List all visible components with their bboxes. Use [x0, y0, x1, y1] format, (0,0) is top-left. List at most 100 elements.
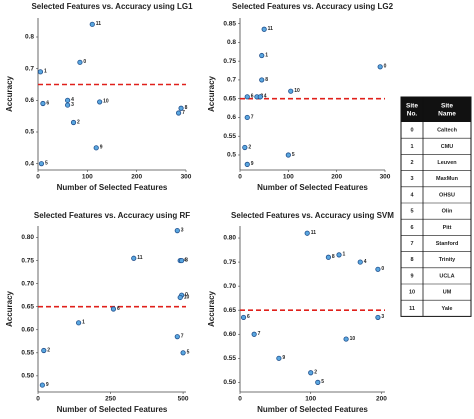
site-name: MaxMun [436, 176, 459, 182]
point-label: 8 [265, 77, 268, 83]
site-name: UM [443, 290, 452, 296]
site-name: Leuven [437, 160, 457, 166]
point [176, 110, 182, 116]
y-axis-label: Accuracy [5, 75, 14, 112]
point-label: 0 [381, 266, 384, 272]
x-tick-label: 200 [131, 174, 142, 181]
x-tick-label: 0 [36, 174, 40, 181]
y-tick-label: 0.5 [25, 129, 34, 136]
x-tick-label: 200 [376, 396, 387, 403]
point [77, 59, 83, 65]
point [304, 230, 310, 236]
point [257, 94, 263, 100]
table-header: Site Name [438, 102, 456, 117]
site-number: 8 [410, 257, 413, 263]
point-label: 8 [185, 257, 188, 263]
point-label: 4 [264, 94, 267, 100]
point [244, 94, 250, 100]
point-label: 1 [343, 252, 346, 258]
point [251, 331, 257, 337]
point-label: 9 [100, 145, 103, 151]
y-tick-label: 0.65 [223, 95, 236, 102]
point-label: 0 [185, 292, 188, 298]
site-number: 5 [410, 209, 413, 215]
point-label: 7 [251, 114, 254, 120]
x-tick-label: 100 [283, 174, 294, 181]
point [240, 314, 247, 321]
point [39, 382, 45, 388]
y-tick-label: 0.8 [227, 39, 236, 46]
x-axis-label: Number of Selected Features [57, 183, 168, 192]
chart-title: Selected Features vs. Accuracy using SVM [231, 211, 394, 220]
point-label: 5 [292, 152, 295, 158]
point-label: 8 [185, 105, 188, 111]
x-tick-label: 200 [331, 174, 342, 181]
point-label: 6 [46, 100, 49, 106]
point [131, 255, 137, 261]
y-tick-label: 0.70 [21, 280, 34, 287]
point-label: 11 [137, 255, 143, 261]
point-label: 5 [45, 160, 48, 166]
x-axis-label: Number of Selected Features [257, 405, 368, 414]
point [65, 97, 71, 103]
point-label: 7 [182, 110, 185, 116]
y-tick-label: 0.6 [25, 97, 34, 104]
point-label: 8 [332, 254, 335, 260]
point [276, 355, 282, 361]
point [315, 379, 321, 385]
point-label: 10 [350, 336, 356, 342]
point [177, 294, 183, 301]
point-label: 2 [314, 370, 317, 376]
y-tick-label: 0.5 [227, 152, 236, 159]
point-label: 3 [71, 102, 74, 108]
y-axis-label: Accuracy [5, 290, 14, 327]
point-label: 6 [117, 306, 120, 312]
point-label: 5 [187, 350, 190, 356]
x-tick-label: 300 [380, 174, 391, 181]
y-tick-label: 0.4 [25, 160, 34, 167]
y-tick-label: 0.65 [223, 307, 236, 314]
point-label: 0 [83, 59, 86, 65]
point [174, 334, 180, 340]
point-label: 10 [184, 294, 190, 300]
point [110, 306, 117, 312]
y-tick-label: 0.60 [223, 331, 236, 338]
point [41, 347, 47, 354]
point [40, 100, 46, 107]
site-name: Yale [441, 306, 452, 312]
point [357, 259, 363, 265]
point-label: 11 [96, 21, 102, 27]
y-tick-label: 0.8 [25, 34, 34, 41]
point [244, 114, 250, 121]
y-tick-label: 0.75 [223, 58, 236, 65]
point [343, 336, 349, 342]
y-tick-label: 0.7 [227, 77, 236, 84]
table-header: Site No. [406, 102, 418, 117]
point [93, 145, 99, 151]
point [89, 21, 95, 27]
point-label: 0 [384, 64, 387, 70]
site-number: 9 [410, 273, 413, 279]
chart-title: Selected Features vs. Accuracy using LG2 [232, 2, 394, 11]
point [76, 320, 82, 326]
point-label: 1 [82, 320, 85, 326]
point-label: 9 [282, 355, 285, 361]
y-tick-label: 0.80 [21, 234, 34, 241]
point [37, 69, 44, 75]
point [285, 152, 291, 158]
point-label: 5 [321, 379, 324, 385]
point-label: 4 [184, 257, 187, 263]
point-label: 2 [77, 119, 80, 125]
site-number: 11 [409, 306, 415, 312]
y-tick-label: 0.55 [21, 350, 34, 357]
table-header-bg [401, 97, 471, 122]
point [375, 266, 381, 272]
site-name: Trinity [439, 257, 456, 263]
x-tick-label: 500 [178, 396, 189, 403]
x-axis-label: Number of Selected Features [257, 183, 368, 192]
point [70, 119, 77, 126]
y-axis-label: Accuracy [207, 290, 216, 327]
y-tick-label: 0.55 [223, 355, 236, 362]
y-tick-label: 0.75 [21, 257, 34, 264]
point-label: 10 [103, 99, 109, 105]
